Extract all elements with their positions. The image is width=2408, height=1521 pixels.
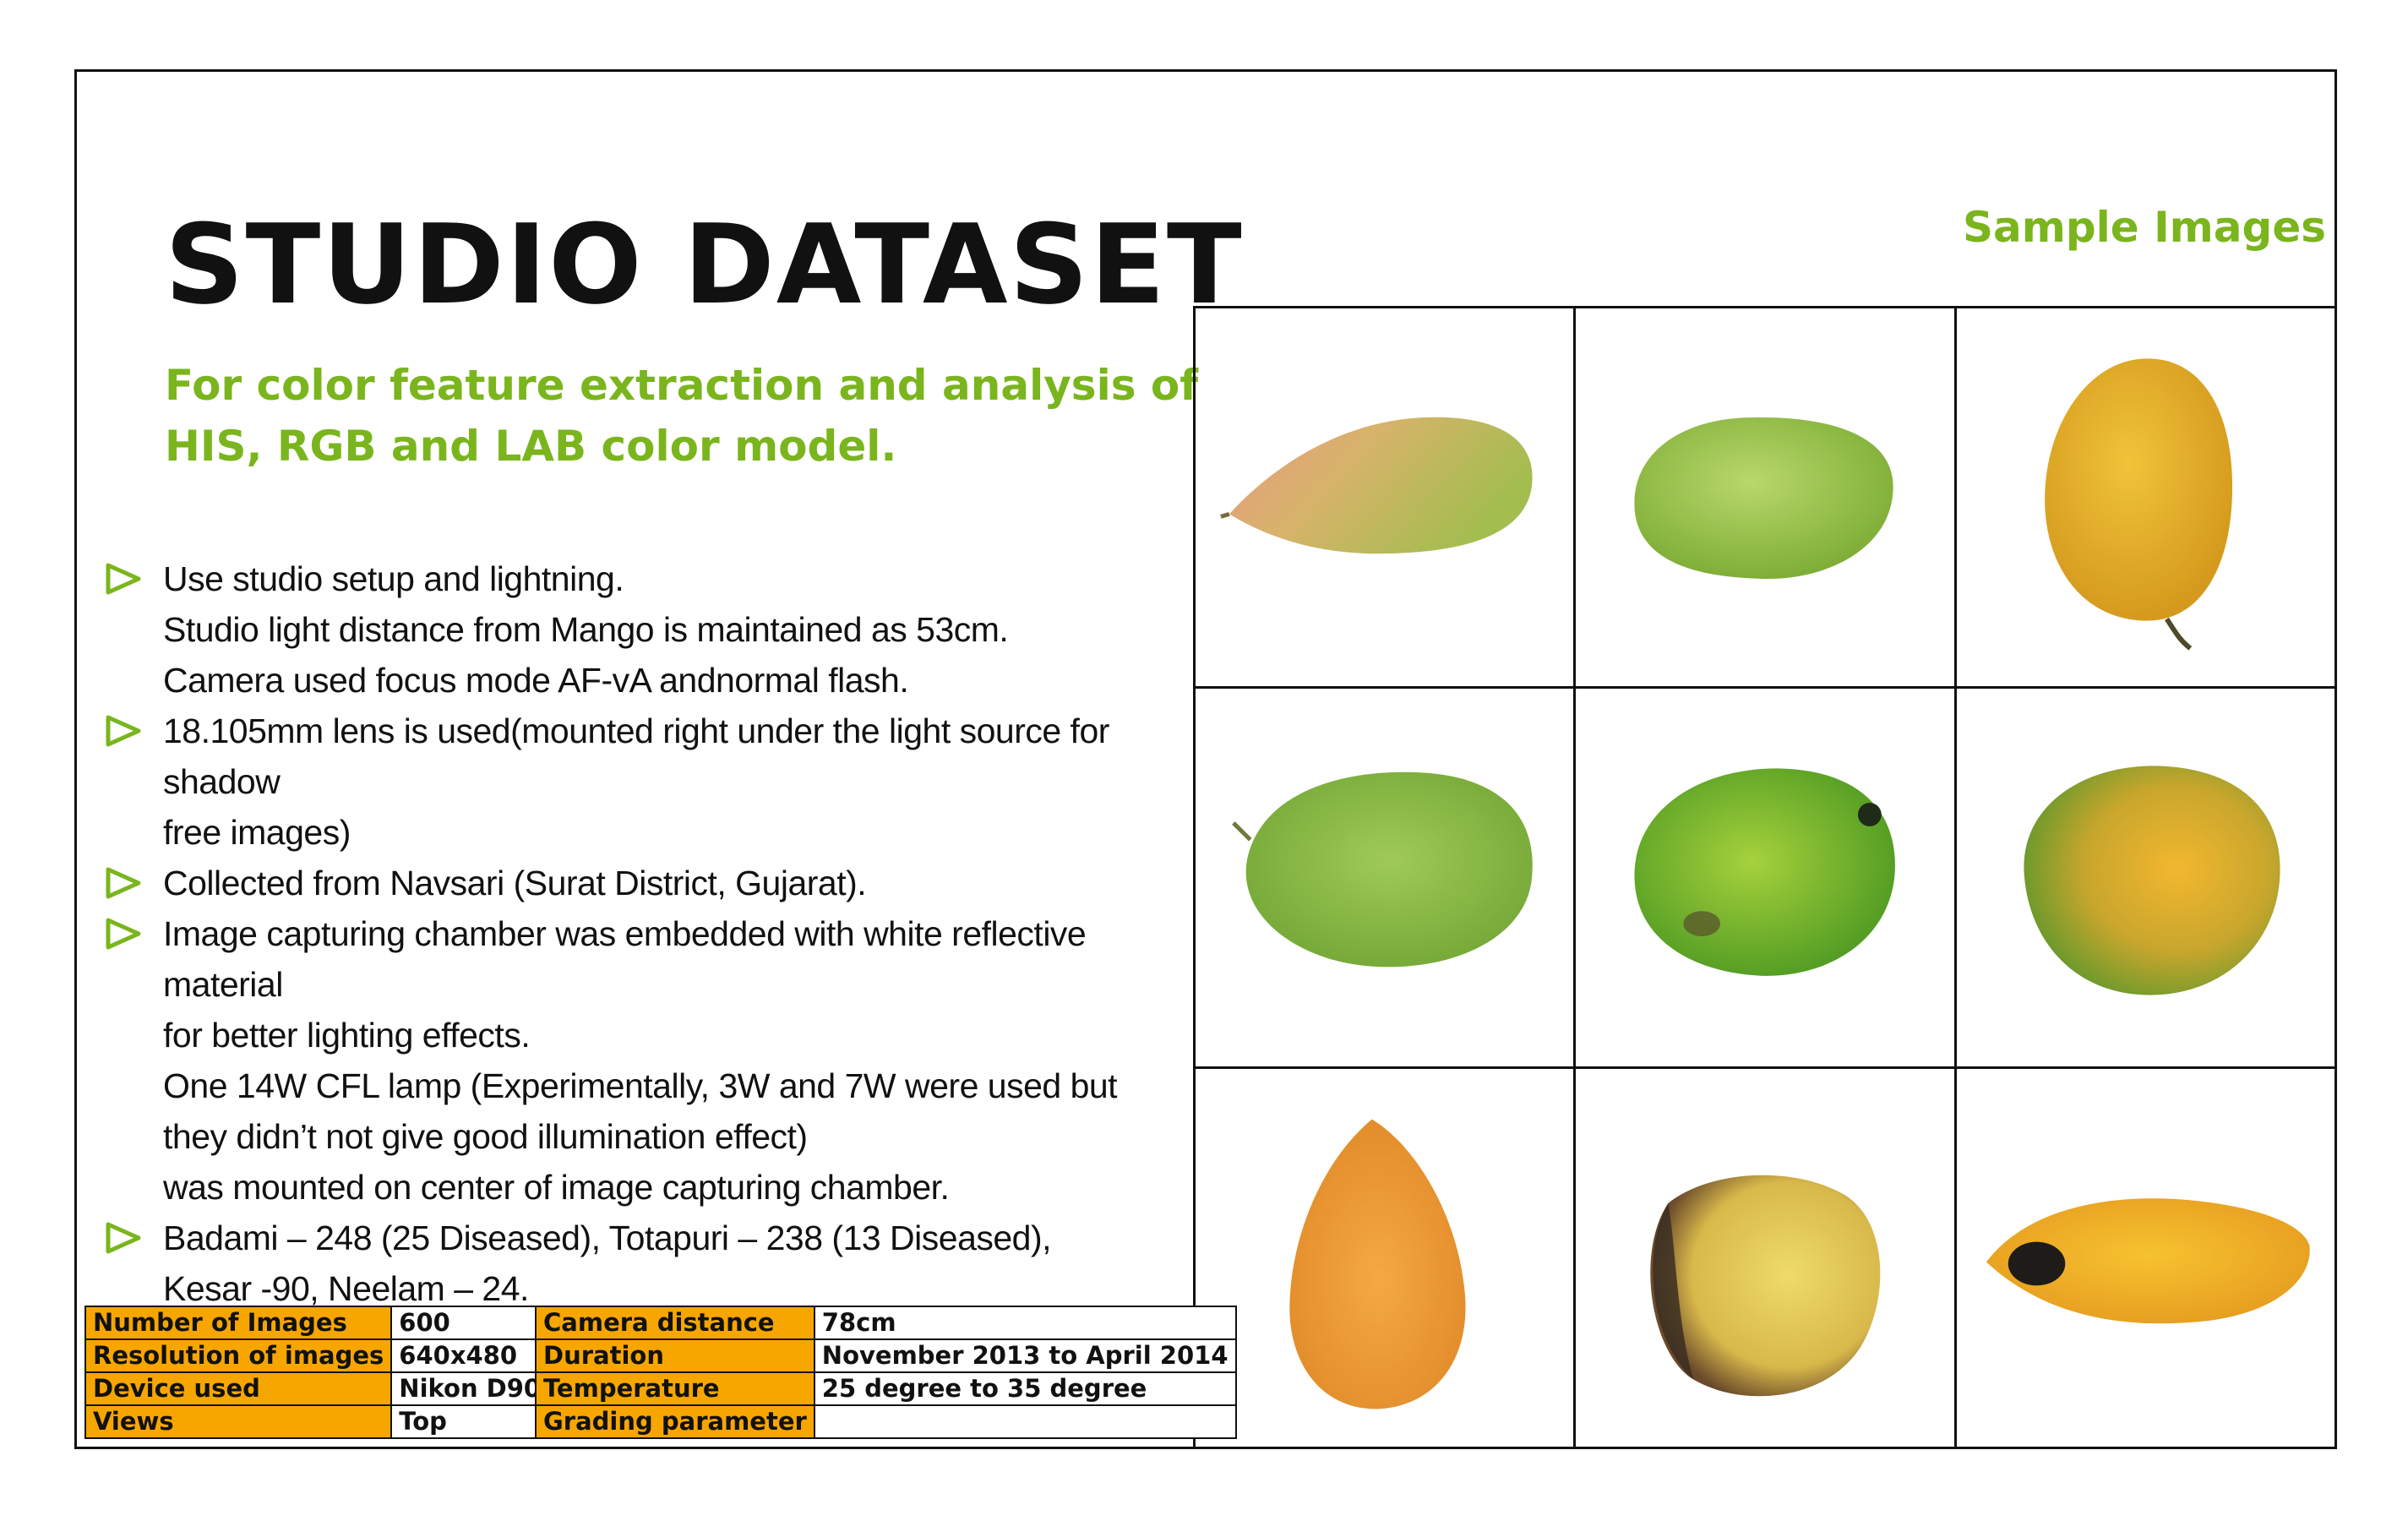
- sample-image-cell: [1576, 689, 1957, 1069]
- bullet-item: Collected from Navsari (Surat District, …: [101, 858, 1191, 908]
- bullet-line: Badami – 248 (25 Diseased), Totapuri – 2…: [163, 1218, 1052, 1257]
- table-key: Duration: [535, 1338, 815, 1373]
- sample-image-cell: [1576, 308, 1957, 689]
- bullet-line: Image capturing chamber was embedded wit…: [163, 914, 1087, 1004]
- table-row: Duration November 2013 to April 2014: [535, 1338, 1237, 1373]
- dataset-info-table-2: Camera distance 78cm Duration November 201…: [535, 1306, 1237, 1439]
- sample-image-cell: [1576, 1069, 1957, 1449]
- table-key: Camera distance: [535, 1306, 815, 1340]
- mango-image: [1289, 1119, 1466, 1409]
- table-key: Device used: [84, 1371, 393, 1406]
- bullet-line: they didn’t not give good illumination e…: [163, 1117, 808, 1156]
- table-key: Grading parameter: [535, 1404, 815, 1439]
- sample-image-cell: [1956, 308, 2337, 689]
- table-key: Number of Images: [84, 1306, 393, 1340]
- triangle-arrow-icon: [106, 918, 141, 950]
- sample-image-cell: [1196, 1069, 1577, 1449]
- bullet-item: Use studio setup and lightning. Studio l…: [101, 553, 1191, 706]
- table-value: 600: [390, 1306, 550, 1340]
- table-value: Top: [390, 1404, 550, 1439]
- sample-image-cell: [1196, 308, 1577, 689]
- sample-image-grid: [1193, 306, 2337, 1449]
- bullet-line: free images): [163, 813, 351, 852]
- table-value: [813, 1404, 1237, 1439]
- table-key: Resolution of images: [84, 1338, 393, 1373]
- mango-image: [1650, 1175, 1881, 1397]
- mango-image: [1634, 417, 1894, 580]
- table-row: Grading parameter: [535, 1404, 1237, 1439]
- bullet-line: for better lighting effects.: [163, 1016, 531, 1055]
- bullet-line: 18.105mm lens is used(mounted right unde…: [163, 711, 1109, 801]
- sample-images-heading: Sample Images: [1962, 203, 2326, 252]
- table-value: November 2013 to April 2014: [813, 1338, 1237, 1373]
- table-row: Device used Nikon D90: [84, 1371, 550, 1406]
- table-row: Resolution of images 640x480: [84, 1338, 550, 1373]
- bullet-line: Collected from Navsari (Surat District, …: [163, 864, 867, 902]
- mango-image: [2044, 358, 2232, 651]
- sample-image-cell: [1196, 689, 1577, 1069]
- bullet-item: 18.105mm lens is used(mounted right unde…: [101, 706, 1191, 858]
- bullet-item: Badami – 248 (25 Diseased), Totapuri – 2…: [101, 1213, 1191, 1314]
- table-value: 78cm: [813, 1306, 1237, 1340]
- table-row: Camera distance 78cm: [535, 1306, 1237, 1340]
- table-key: Temperature: [535, 1371, 815, 1406]
- bullet-item: Image capturing chamber was embedded wit…: [101, 908, 1191, 1213]
- bullet-line: Kesar -90, Neelam – 24.: [163, 1269, 529, 1308]
- page-subtitle: For color feature extraction and analysi…: [165, 361, 1198, 471]
- triangle-arrow-icon: [106, 867, 141, 899]
- table-value: 640x480: [390, 1338, 550, 1373]
- table-row: Temperature 25 degree to 35 degree: [535, 1371, 1237, 1406]
- bullet-line: Camera used focus mode AF-vA andnormal f…: [163, 661, 909, 700]
- table-row: Views Top: [84, 1404, 550, 1439]
- sample-image-cell: [1956, 1069, 2337, 1449]
- triangle-arrow-icon: [106, 715, 141, 747]
- dataset-info-table-1: Number of Images 600 Resolution of images…: [84, 1306, 550, 1439]
- bullet-list: Use studio setup and lightning. Studio l…: [101, 553, 1191, 1314]
- table-value: 25 degree to 35 degree: [813, 1371, 1237, 1406]
- table-key: Views: [84, 1404, 393, 1439]
- mango-image: [1634, 768, 1896, 976]
- bullet-line: Use studio setup and lightning.: [163, 559, 624, 598]
- bullet-line: Studio light distance from Mango is main…: [163, 610, 1009, 649]
- sample-image-cell: [1956, 689, 2337, 1069]
- table-row: Number of Images 600: [84, 1306, 550, 1340]
- mango-image: [2024, 766, 2280, 995]
- mango-image: [1986, 1198, 2310, 1324]
- triangle-arrow-icon: [106, 563, 141, 595]
- bullet-line: One 14W CFL lamp (Experimentally, 3W and…: [163, 1066, 1118, 1105]
- bullet-line: was mounted on center of image capturing…: [163, 1168, 950, 1207]
- triangle-arrow-icon: [106, 1222, 141, 1254]
- mango-image: [1220, 417, 1533, 554]
- mango-image: [1232, 771, 1533, 968]
- page-title: STUDIO DATASET: [165, 200, 1244, 329]
- table-value: Nikon D90: [390, 1371, 550, 1406]
